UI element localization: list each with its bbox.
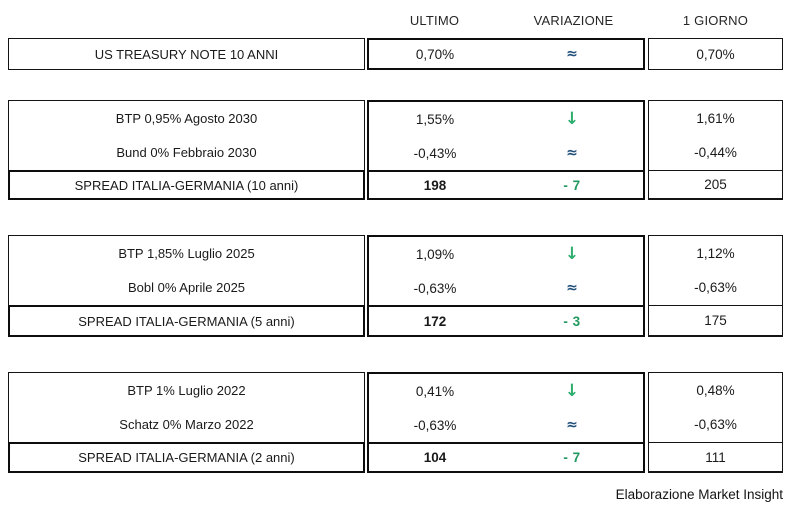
bond-ultimo-value: -0,63% xyxy=(413,417,457,433)
group-10anni-labels-box: BTP 0,95% Agosto 2030 Bund 0% Febbraio 2… xyxy=(8,100,365,170)
bond-label: Bund 0% Febbraio 2030 xyxy=(116,145,257,161)
column-header-1giorno: 1 GIORNO xyxy=(682,12,749,28)
bond-ultimo-value: 1,55% xyxy=(415,111,455,127)
us-treasury-label: US TREASURY NOTE 10 ANNI xyxy=(8,38,365,70)
bond-label: BTP 0,95% Agosto 2030 xyxy=(115,110,258,126)
down-arrow-icon: ↓ xyxy=(564,108,580,129)
bond-1giorno-value: 1,61% xyxy=(696,110,735,126)
bond-ultimo-value: -0,63% xyxy=(413,280,457,296)
bond-label: Bobl 0% Aprile 2025 xyxy=(127,280,246,296)
flat-trend-icon: ≈ xyxy=(566,46,578,62)
group-5anni-values-box: 1,09% ↓ -0,63% ≈ xyxy=(367,235,645,305)
spread-1giorno-value: 111 xyxy=(648,442,783,473)
bond-label: BTP 1% Luglio 2022 xyxy=(127,382,246,398)
flat-trend-icon: ≈ xyxy=(566,280,578,296)
column-header-variazione: VARIAZIONE xyxy=(533,12,614,28)
bond-ultimo-value: -0,43% xyxy=(413,145,457,161)
footer-credit: Elaborazione Market Insight xyxy=(615,487,783,502)
bond-1giorno-value: -0,63% xyxy=(694,417,737,433)
flat-trend-icon: ≈ xyxy=(566,145,578,161)
spread-1giorno-value: 205 xyxy=(648,170,783,200)
group-5anni-labels-box: BTP 1,85% Luglio 2025 Bobl 0% Aprile 202… xyxy=(8,235,365,305)
group-2anni-values-box: 0,41% ↓ -0,63% ≈ xyxy=(367,372,645,442)
spread-5anni-label: SPREAD ITALIA-GERMANIA (5 anni) xyxy=(8,305,365,337)
spread-variation-value: - 7 xyxy=(563,450,581,465)
spread-1giorno-value: 175 xyxy=(648,305,783,337)
group-2anni-labels-box: BTP 1% Luglio 2022 Schatz 0% Marzo 2022 xyxy=(8,372,365,442)
spread-5anni-values-box: 172 - 3 xyxy=(367,305,645,337)
down-arrow-icon: ↓ xyxy=(564,243,580,264)
bond-ultimo-value: 1,09% xyxy=(415,246,455,262)
group-10anni-values-box: 1,55% ↓ -0,43% ≈ xyxy=(367,100,645,170)
spread-value: 104 xyxy=(423,450,447,465)
bond-ultimo-value: 0,41% xyxy=(415,383,455,399)
spread-variation-value: - 7 xyxy=(563,177,581,193)
spread-10anni-values-box: 198 - 7 xyxy=(367,170,645,200)
spread-variation-value: - 3 xyxy=(563,313,581,329)
bond-1giorno-value: 0,48% xyxy=(696,382,735,398)
group-10anni-1giorno-box: 1,61% -0,44% xyxy=(648,100,783,170)
group-5anni-1giorno-box: 1,12% -0,63% xyxy=(648,235,783,305)
spread-value: 198 xyxy=(423,177,447,193)
bond-1giorno-value: -0,44% xyxy=(694,145,737,161)
bond-label: BTP 1,85% Luglio 2025 xyxy=(118,245,255,261)
us-treasury-values-box: 0,70% ≈ xyxy=(367,38,645,70)
us-treasury-ultimo-value: 0,70% xyxy=(415,46,455,62)
bond-1giorno-value: -0,63% xyxy=(694,280,737,296)
down-arrow-icon: ↓ xyxy=(564,380,580,401)
column-header-ultimo: ULTIMO xyxy=(409,12,460,28)
bond-1giorno-value: 1,12% xyxy=(696,245,735,261)
spread-2anni-values-box: 104 - 7 xyxy=(367,442,645,473)
bond-label: Schatz 0% Marzo 2022 xyxy=(119,417,254,433)
spread-2anni-label: SPREAD ITALIA-GERMANIA (2 anni) xyxy=(8,442,365,473)
group-2anni-1giorno-box: 0,48% -0,63% xyxy=(648,372,783,442)
us-treasury-1giorno-value: 0,70% xyxy=(648,38,783,70)
flat-trend-icon: ≈ xyxy=(566,417,578,433)
spread-10anni-label: SPREAD ITALIA-GERMANIA (10 anni) xyxy=(8,170,365,200)
spread-value: 172 xyxy=(423,313,447,329)
